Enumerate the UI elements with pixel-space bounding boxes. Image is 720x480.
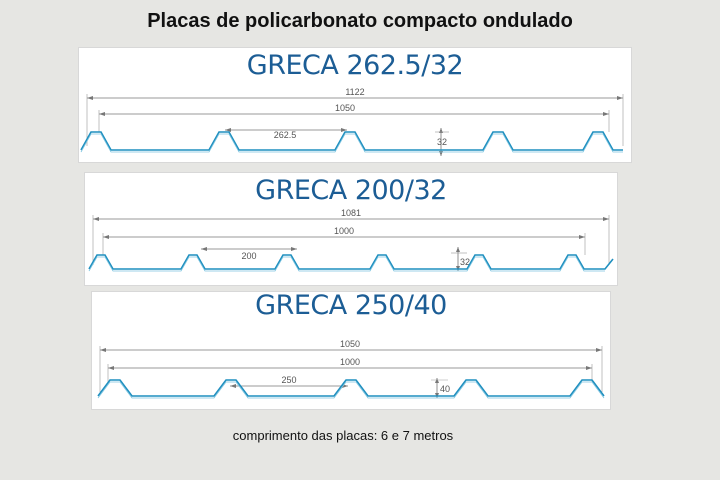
sheet-profile-inner — [88, 256, 605, 272]
profile-panel-2: GRECA 200/32 1081 1000 200 32 — [84, 172, 618, 286]
arrow-head — [225, 128, 231, 132]
arrow-head — [603, 217, 609, 221]
useful-width-label: 1050 — [335, 103, 355, 113]
arrow-head — [579, 235, 585, 239]
page-title: Placas de policarbonato compacto ondulad… — [147, 10, 573, 32]
arrow-head — [435, 378, 439, 383]
pitch-label: 250 — [281, 375, 296, 385]
total-width-label: 1081 — [341, 208, 361, 218]
sheet-profile — [88, 254, 614, 270]
arrow-head — [99, 112, 105, 116]
profile-panel-1: GRECA 262.5/32 1122 1050 262.5 32 — [78, 47, 632, 163]
useful-width-label: 1000 — [340, 357, 360, 367]
sheet-profile — [80, 131, 623, 151]
sheet-profile-inner — [97, 381, 605, 399]
profile-drawing: 1122 1050 262.5 32 — [80, 87, 624, 156]
footer-note: comprimento das placas: 6 e 7 metros — [232, 428, 454, 443]
arrow-head — [603, 112, 609, 116]
arrow-head — [103, 235, 109, 239]
pitch-label: 200 — [241, 251, 256, 261]
arrow-head — [93, 217, 99, 221]
height-label: 40 — [440, 384, 450, 394]
arrow-head — [596, 348, 602, 352]
arrow-head — [586, 366, 592, 370]
height-label: 32 — [460, 257, 470, 267]
pitch-label: 262.5 — [274, 130, 297, 140]
arrow-head — [341, 128, 347, 132]
arrow-head — [617, 96, 623, 100]
profile-title: GRECA 262.5/32 — [246, 50, 464, 81]
sheet-profile — [97, 379, 605, 397]
sheet-profile-inner — [80, 133, 623, 153]
total-width-label: 1050 — [340, 339, 360, 349]
profile-drawing: 1050 1000 250 40 — [97, 339, 605, 399]
arrow-head — [456, 247, 460, 252]
arrow-head — [100, 348, 106, 352]
arrow-head — [108, 366, 114, 370]
arrow-head — [230, 384, 236, 388]
height-label: 32 — [437, 137, 447, 147]
total-width-label: 1122 — [345, 87, 364, 97]
profile-drawing: 1081 1000 200 32 — [88, 208, 614, 272]
profile-panel-3: GRECA 250/40 1050 1000 250 40 — [91, 290, 611, 410]
arrow-head — [291, 247, 297, 251]
useful-width-label: 1000 — [334, 226, 354, 236]
profile-title: GRECA 250/40 — [255, 290, 447, 321]
arrow-head — [87, 96, 93, 100]
arrow-head — [201, 247, 207, 251]
profile-title: GRECA 200/32 — [255, 175, 447, 206]
